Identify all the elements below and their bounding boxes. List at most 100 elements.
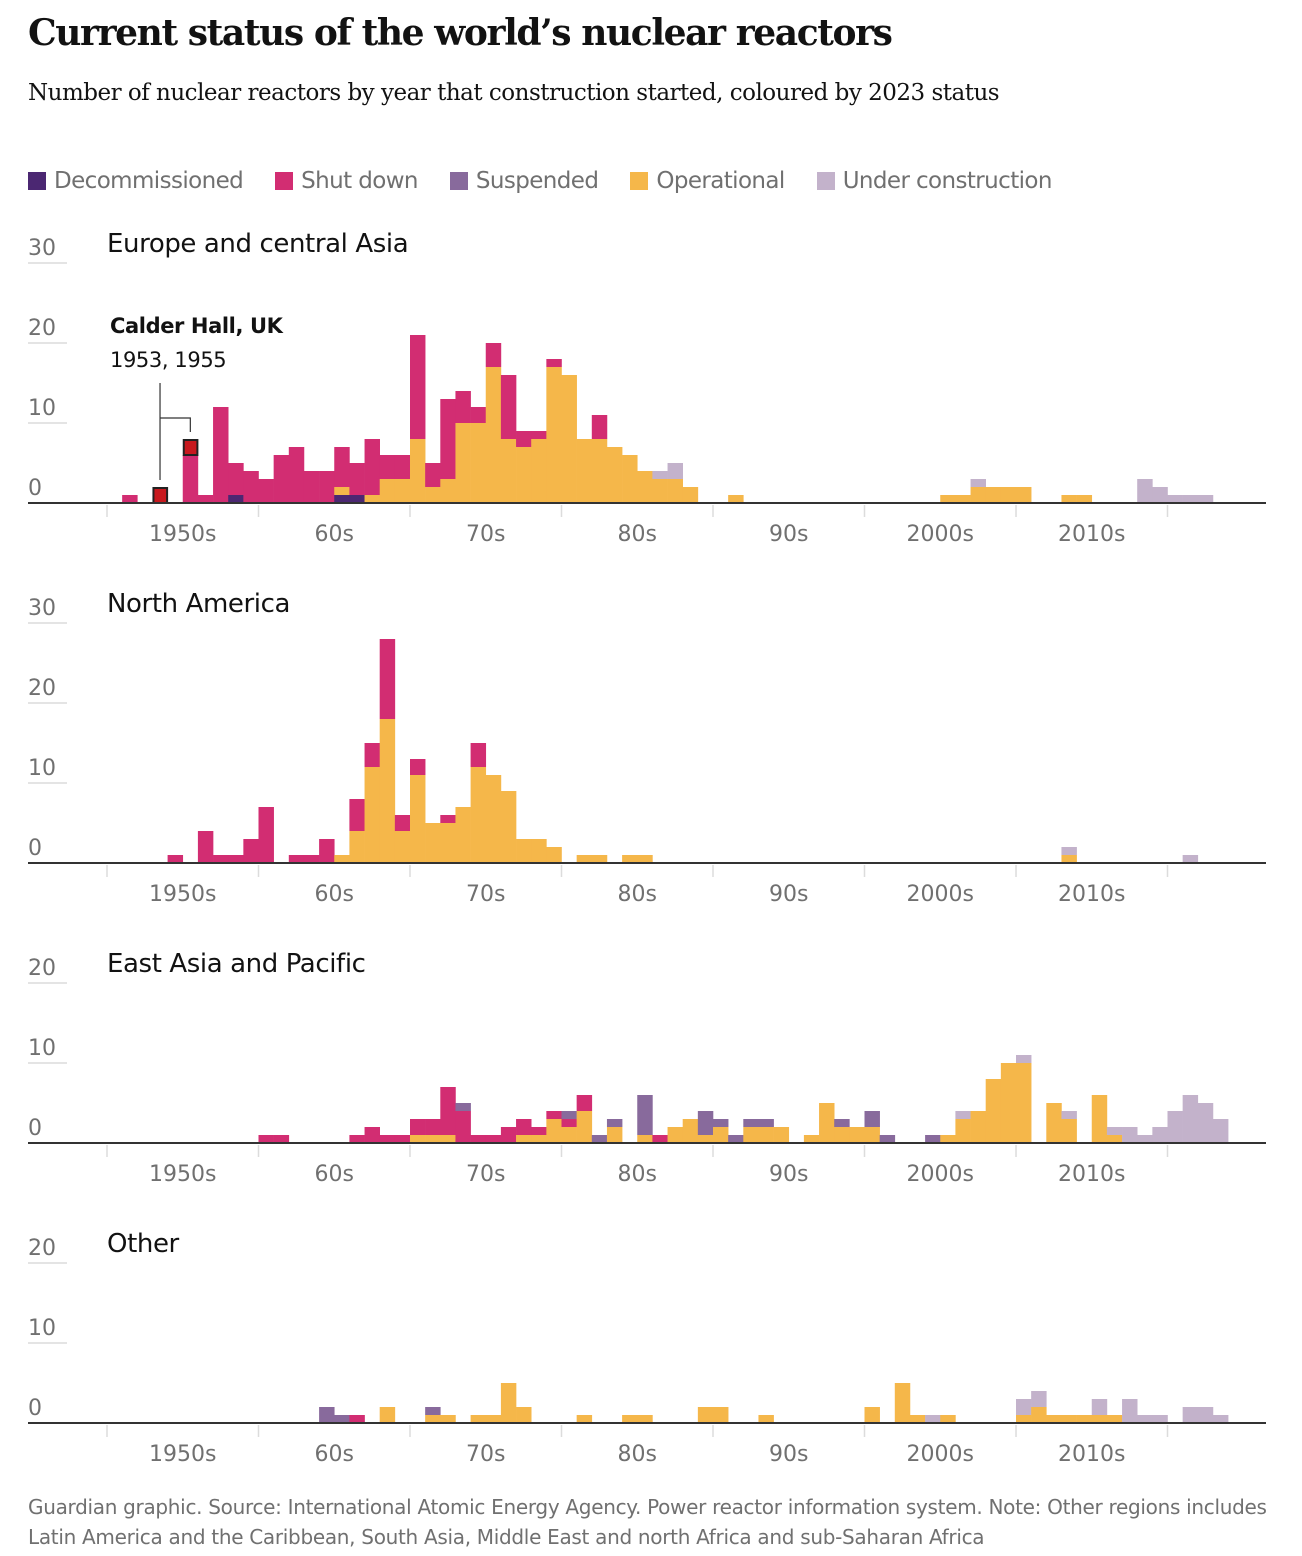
bar-suspended [834,1119,850,1127]
bar-operational [591,439,608,503]
bar-operational [682,487,699,503]
chart-subtitle: Number of nuclear reactors by year that … [28,80,1000,106]
bar-operational [622,855,638,863]
bar-shutdown [243,471,259,503]
bar-operational [561,1127,577,1143]
bar-operational [531,839,547,863]
bar-suspended [637,1095,653,1135]
bar-operational [713,1127,729,1143]
bar-shutdown [410,335,426,439]
bar-shutdown [440,399,456,479]
bar-operational [576,855,593,863]
bar-operational [758,1127,774,1143]
legend-label-operational: Operational [656,168,785,194]
legend-item-suspended: Suspended [449,168,599,194]
x-tick-label: 80s [618,882,657,907]
legend-swatch-decommissioned [28,172,46,190]
bar-under-construction [1182,495,1199,503]
annotation-years: 1953, 1955 [110,348,226,372]
bar-operational [364,495,380,503]
x-tick-label: 80s [618,1162,657,1187]
bar-operational [576,1111,593,1143]
bar-shutdown [591,415,608,439]
bar-under-construction [1197,1103,1214,1143]
bar-operational [334,855,350,863]
bar-operational [940,1415,956,1423]
panel-title: North America [107,589,290,619]
panel-east-asia-and-pacific: 0 10 20 East Asia and Pacific 1950s 60s 70s 80s… [28,949,1266,1187]
bar-operational [667,1127,683,1143]
bar-operational [758,1415,774,1423]
bar-operational [743,1127,759,1143]
bar-operational [1016,1415,1032,1423]
bar-operational [1091,1095,1108,1143]
bar-under-construction [1197,495,1214,503]
bar-shutdown [470,1135,487,1143]
bar-shutdown [197,831,214,863]
bar-under-construction [1167,495,1183,503]
annotation-leader-line [159,383,191,480]
bar-operational [410,1135,426,1143]
bar-under-construction [1031,1391,1047,1407]
bar-operational [864,1407,880,1423]
bar-operational [516,839,532,863]
legend-label-shutdown: Shut down [301,168,418,194]
bar-operational [561,375,577,503]
bar-operational [334,487,350,495]
bar-under-construction [667,463,683,479]
bar-operational [576,439,593,503]
bar-shutdown [394,1135,411,1143]
x-tick-label: 2000s [907,522,974,547]
bar-suspended [864,1111,880,1127]
bar-operational [485,775,502,863]
bar-operational [379,1407,396,1423]
bar-operational [652,479,668,503]
bar-shutdown [349,1135,365,1143]
bar-operational [546,1119,562,1143]
x-tick-label: 70s [466,1162,505,1187]
bar-operational [637,1415,653,1423]
bar-operational [531,1135,547,1143]
bar-shutdown [500,375,517,439]
bar-shutdown [516,1119,532,1135]
legend-item-shutdown: Shut down [275,168,418,194]
bar-operational [637,855,653,863]
bar-operational [1061,1119,1077,1143]
bar-shutdown [197,495,214,503]
bar-operational [606,447,623,503]
bar-shutdown [379,639,396,719]
bar-operational [531,439,547,503]
bar-shutdown [349,1415,365,1423]
bar-operational [1016,1063,1032,1143]
bar-operational [1106,1415,1123,1423]
bar-shutdown [213,855,229,863]
legend-swatch-under-construction [816,172,835,190]
bar-shutdown [500,1127,517,1143]
chart-title: Current status of the world’s nuclear re… [28,12,893,54]
bar-operational [470,423,487,503]
bar-under-construction [1212,1415,1229,1423]
bar-operational [1076,1415,1093,1423]
bar-operational [834,1127,850,1143]
y-tick-label: 0 [28,476,42,501]
bar-shutdown [288,447,305,503]
bar-under-construction [1016,1055,1032,1063]
bar-shutdown [394,455,411,479]
legend: Decommissioned Shut down Suspended Opera… [28,168,1084,194]
bar-operational [364,767,380,863]
bar-operational [955,495,971,503]
bar-operational [940,1135,956,1143]
panel-north-america: 0 10 20 30 North America 1950s 60s 70s 80s 90s 200… [28,589,1266,907]
panel-title: Other [107,1229,180,1259]
bar-shutdown [319,839,335,863]
bar-shutdown [379,455,396,479]
bar-shutdown [258,1135,274,1143]
bar-shutdown [455,391,471,423]
bar-shutdown [228,855,244,863]
bar-suspended [606,1119,623,1127]
bar-under-construction [1091,1399,1108,1415]
y-tick-label: 30 [28,236,56,261]
x-tick-label: 2010s [1058,1442,1125,1467]
bar-under-construction [1167,1111,1183,1143]
bar-operational [500,791,517,863]
